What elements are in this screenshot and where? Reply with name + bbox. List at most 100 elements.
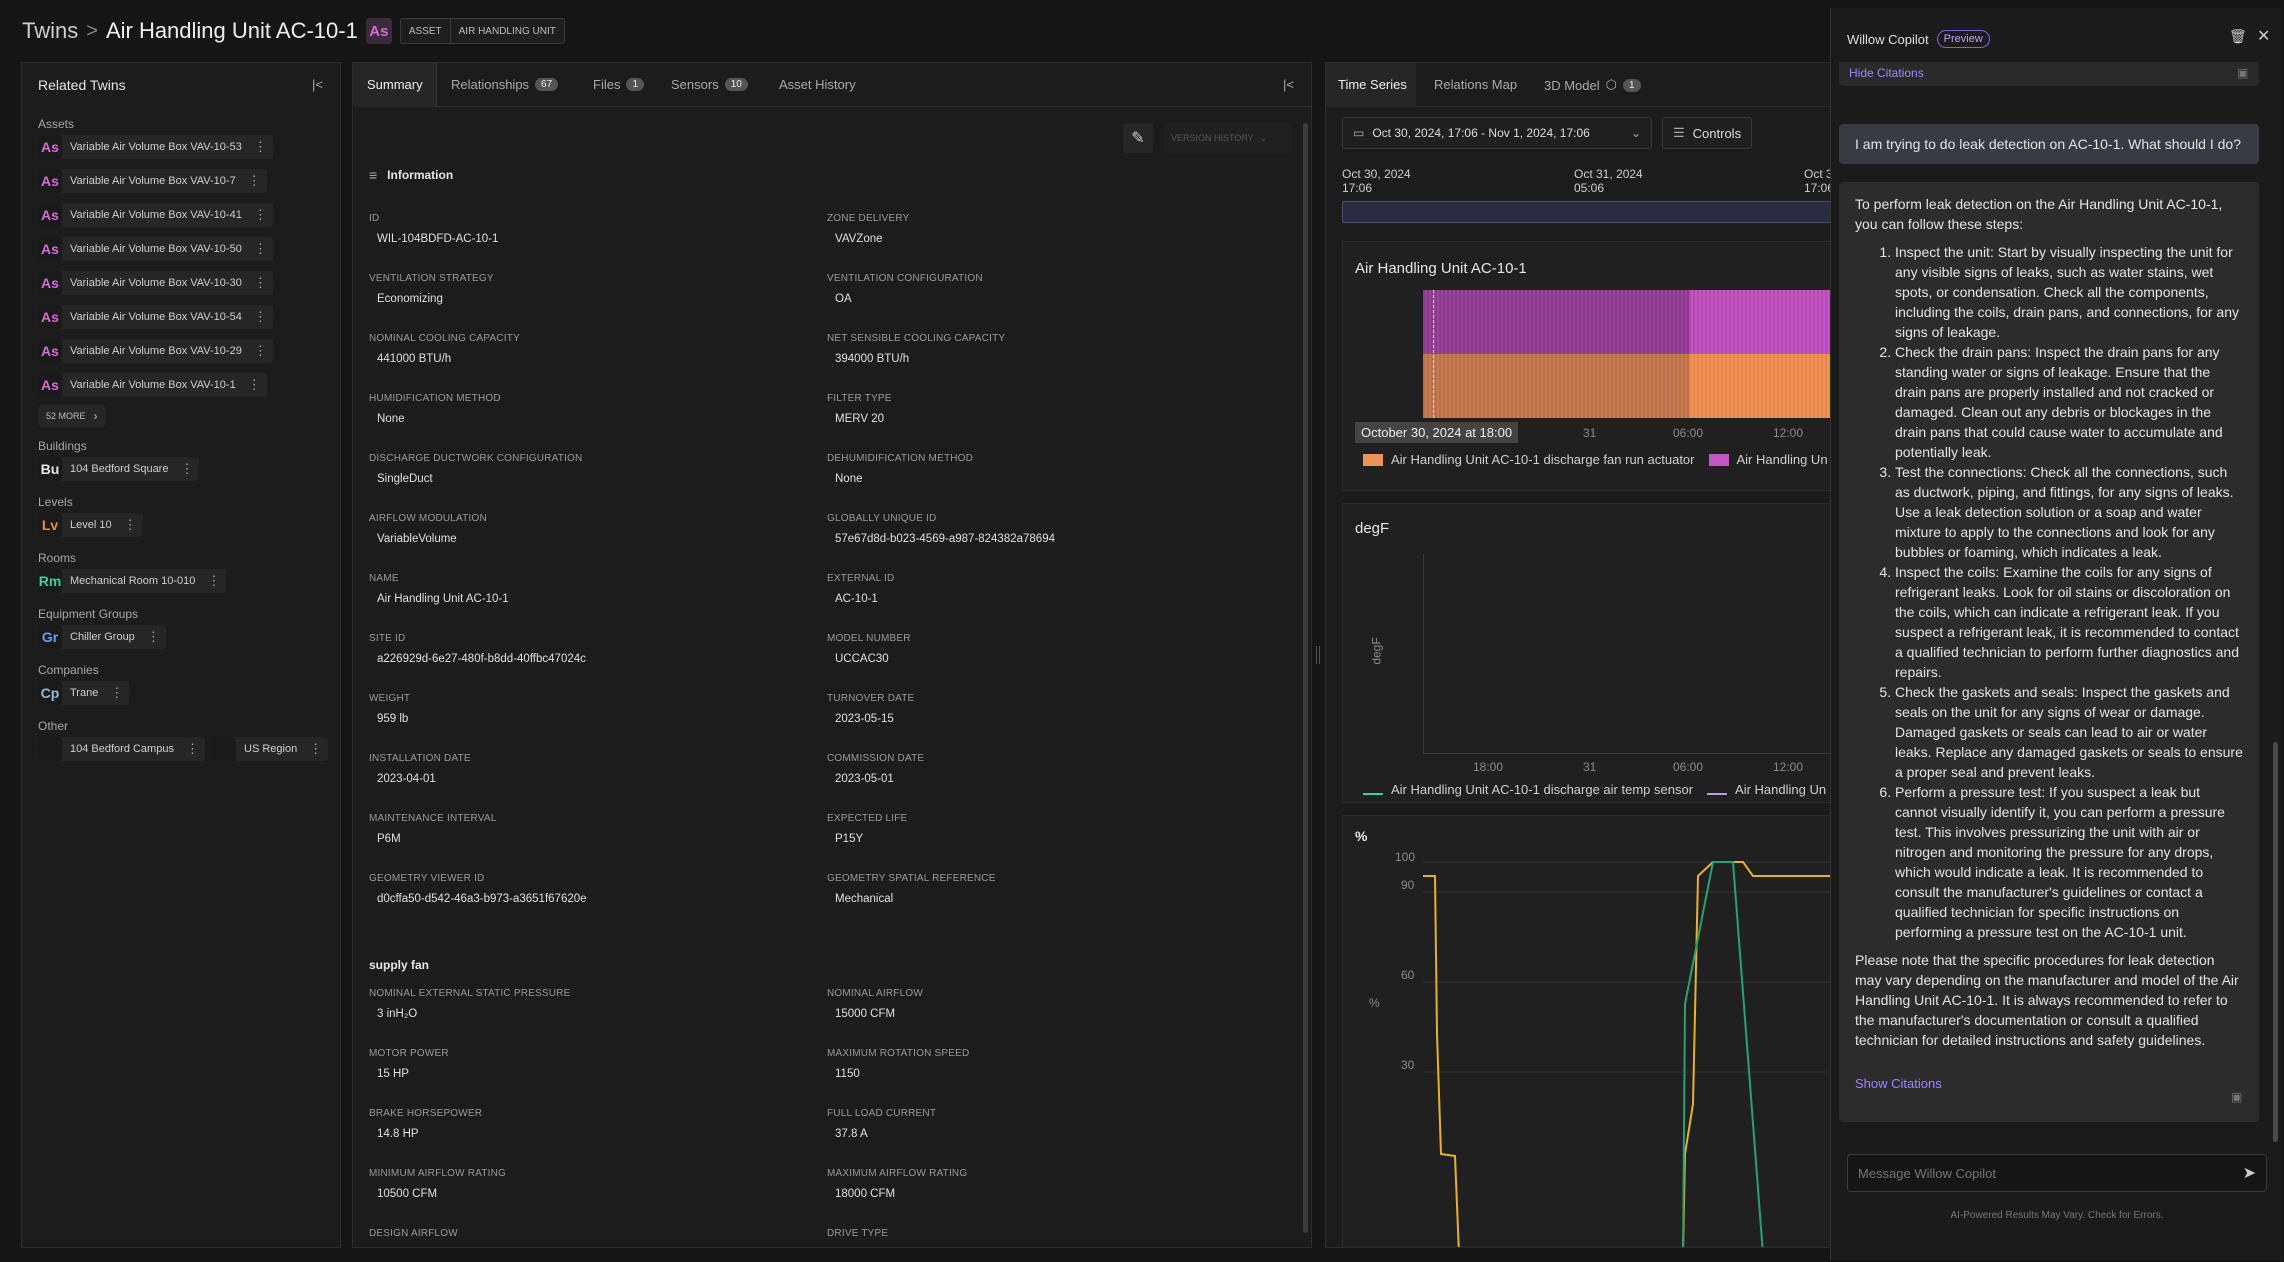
version-history-label: VERSION HISTORY bbox=[1171, 133, 1254, 143]
related-twin-item[interactable]: As Variable Air Volume Box VAV-10-41 ⋮ bbox=[38, 203, 273, 227]
field-value: None bbox=[835, 473, 863, 485]
more-options-icon[interactable]: ⋮ bbox=[253, 275, 267, 290]
chip-air-handling-unit[interactable]: AIR HANDLING UNIT bbox=[449, 19, 564, 43]
message-input[interactable] bbox=[1858, 1165, 2243, 1181]
legend-fan-run-actuator[interactable]: Air Handling Unit AC-10-1 discharge fan … bbox=[1391, 452, 1695, 467]
field-value: 394000 BTU/h bbox=[835, 353, 910, 365]
legend-second-series[interactable]: Air Handling Un bbox=[1736, 452, 1828, 467]
related-section-label: Rooms bbox=[38, 551, 77, 565]
date-range-picker[interactable]: ▭ Oct 30, 2024, 17:06 - Nov 1, 2024, 17:… bbox=[1342, 117, 1652, 149]
summary-tabs: Summary Relationships 67 Files 1 Sensors 10… bbox=[353, 63, 1311, 107]
tab-3d-model[interactable]: 3D Model ⬡ 1 bbox=[1544, 77, 1641, 93]
twin-type-icon: Cp bbox=[38, 681, 62, 705]
tab-files-label: Files bbox=[593, 77, 621, 92]
more-options-icon[interactable]: ⋮ bbox=[253, 139, 267, 154]
show-citations-link[interactable]: Show Citations bbox=[1855, 1076, 1942, 1091]
legend-second-series-2[interactable]: Air Handling Un bbox=[1735, 782, 1827, 797]
hover-line bbox=[1433, 290, 1434, 418]
twin-name: Variable Air Volume Box VAV-10-53 bbox=[70, 141, 242, 153]
more-options-icon[interactable]: ⋮ bbox=[253, 207, 267, 222]
field-label: INSTALLATION DATE bbox=[369, 753, 471, 764]
hide-citations-link[interactable]: Hide Citations bbox=[1849, 66, 1924, 80]
more-options-icon[interactable]: ⋮ bbox=[253, 309, 267, 324]
tab-files[interactable]: Files 1 bbox=[593, 77, 645, 92]
timeline-time-3: 17:06 bbox=[1804, 181, 1835, 195]
related-twin-item[interactable]: US Region ⋮ bbox=[212, 737, 329, 761]
more-options-icon[interactable]: ⋮ bbox=[253, 343, 267, 358]
twin-type-icon: As bbox=[38, 237, 62, 261]
card2-tick-2: 31 bbox=[1583, 760, 1597, 774]
field-label: VENTILATION CONFIGURATION bbox=[827, 273, 983, 284]
trash-icon[interactable]: 🗑 bbox=[2229, 28, 2247, 44]
timeline-range-slider[interactable] bbox=[1342, 201, 1842, 223]
card2-tick-1: 18:00 bbox=[1473, 760, 1504, 774]
related-twin-item[interactable]: As Variable Air Volume Box VAV-10-50 ⋮ bbox=[38, 237, 273, 261]
collapse-panel-icon[interactable]: |< bbox=[312, 77, 323, 92]
more-options-icon[interactable]: ⋮ bbox=[110, 685, 124, 700]
summary-scrollbar[interactable] bbox=[1303, 123, 1308, 1233]
related-twin-item[interactable]: As Variable Air Volume Box VAV-10-54 ⋮ bbox=[38, 305, 273, 329]
information-title: Information bbox=[387, 168, 454, 182]
tab-relationships[interactable]: Relationships 67 bbox=[451, 77, 559, 92]
send-icon[interactable]: ➤ bbox=[2242, 1165, 2256, 1182]
related-twin-item[interactable]: Bu 104 Bedford Square ⋮ bbox=[38, 457, 200, 481]
legend-discharge-air-temp[interactable]: Air Handling Unit AC-10-1 discharge air … bbox=[1391, 782, 1694, 797]
twin-name: 104 Bedford Campus bbox=[70, 743, 174, 755]
twin-type-icon: As bbox=[38, 271, 62, 295]
tab-relations-map-label: Relations Map bbox=[1434, 77, 1518, 92]
field-label: ID bbox=[369, 213, 380, 224]
field-value: Air Handling Unit AC-10-1 bbox=[377, 593, 509, 605]
field-value: UCCAC30 bbox=[835, 653, 889, 665]
more-options-icon[interactable]: ⋮ bbox=[309, 741, 323, 756]
related-twin-item[interactable]: As Variable Air Volume Box VAV-10-30 ⋮ bbox=[38, 271, 273, 295]
more-options-icon[interactable]: ⋮ bbox=[123, 517, 137, 532]
field-value: MERV 20 bbox=[835, 413, 885, 425]
collapse-summary-icon[interactable]: |< bbox=[1283, 77, 1294, 92]
user-message: I am trying to do leak detection on AC-1… bbox=[1839, 124, 2259, 164]
related-twin-item[interactable]: As Variable Air Volume Box VAV-10-1 ⋮ bbox=[38, 373, 267, 397]
related-twin-item[interactable]: Lv Level 10 ⋮ bbox=[38, 513, 143, 537]
copilot-scrollbar[interactable] bbox=[2273, 742, 2278, 1142]
timeline-time-2: 05:06 bbox=[1574, 181, 1605, 195]
more-options-icon[interactable]: ⋮ bbox=[253, 241, 267, 256]
field-value: Mechanical bbox=[835, 893, 894, 905]
show-more-button[interactable]: 52 MORE › bbox=[38, 405, 106, 427]
related-twin-item[interactable]: As Variable Air Volume Box VAV-10-7 ⋮ bbox=[38, 169, 267, 193]
tab-sensors[interactable]: Sensors 10 bbox=[671, 77, 748, 92]
related-twin-item[interactable]: As Variable Air Volume Box VAV-10-53 ⋮ bbox=[38, 135, 273, 159]
related-twin-item[interactable]: 104 Bedford Campus ⋮ bbox=[38, 737, 205, 761]
related-twin-item[interactable]: Gr Chiller Group ⋮ bbox=[38, 625, 166, 649]
tab-relations-map[interactable]: Relations Map bbox=[1434, 77, 1517, 92]
message-input-box[interactable]: ➤ bbox=[1847, 1154, 2267, 1192]
close-icon[interactable]: ✕ bbox=[2257, 28, 2271, 45]
copy-icon[interactable]: ▣ bbox=[2237, 66, 2249, 80]
tab-summary[interactable]: Summary bbox=[367, 77, 423, 92]
date-range-value: Oct 30, 2024, 17:06 - Nov 1, 2024, 17:06 bbox=[1372, 126, 1590, 140]
card2-legend: Air Handling Unit AC-10-1 discharge air … bbox=[1363, 782, 1826, 797]
copy-response-icon[interactable]: ▣ bbox=[2231, 1090, 2243, 1104]
chip-asset[interactable]: ASSET bbox=[408, 25, 442, 37]
breadcrumb-twins-link[interactable]: Twins bbox=[22, 18, 79, 43]
tab-asset-history[interactable]: Asset History bbox=[779, 77, 856, 92]
twin-name: Mechanical Room 10-010 bbox=[70, 575, 196, 587]
more-options-icon[interactable]: ⋮ bbox=[146, 629, 160, 644]
summary-panel: Summary Relationships 67 Files 1 Sensors 10… bbox=[352, 62, 1312, 1248]
edit-button[interactable]: ✎ bbox=[1123, 123, 1153, 153]
twin-name: 104 Bedford Square bbox=[70, 463, 169, 475]
controls-button[interactable]: ☰ Controls bbox=[1662, 117, 1752, 149]
field-label: FULL LOAD CURRENT bbox=[827, 1108, 937, 1119]
related-twin-item[interactable]: As Variable Air Volume Box VAV-10-29 ⋮ bbox=[38, 339, 273, 363]
panel-resize-handle[interactable] bbox=[1316, 646, 1320, 664]
page-title: Air Handling Unit AC-10-1 bbox=[105, 18, 358, 43]
more-options-icon[interactable]: ⋮ bbox=[180, 461, 194, 476]
ts-tab-active-bg bbox=[1326, 63, 1416, 107]
related-twin-item[interactable]: Rm Mechanical Room 10-010 ⋮ bbox=[38, 569, 227, 593]
tab-time-series[interactable]: Time Series bbox=[1338, 77, 1407, 92]
related-twin-item[interactable]: Cp Trane ⋮ bbox=[38, 681, 130, 705]
more-options-icon[interactable]: ⋮ bbox=[185, 741, 199, 756]
version-history-select[interactable]: VERSION HISTORY ⌄ bbox=[1163, 123, 1293, 153]
timeline-time-1: 17:06 bbox=[1342, 181, 1373, 195]
more-options-icon[interactable]: ⋮ bbox=[207, 573, 221, 588]
more-options-icon[interactable]: ⋮ bbox=[247, 173, 261, 188]
more-options-icon[interactable]: ⋮ bbox=[247, 377, 261, 392]
